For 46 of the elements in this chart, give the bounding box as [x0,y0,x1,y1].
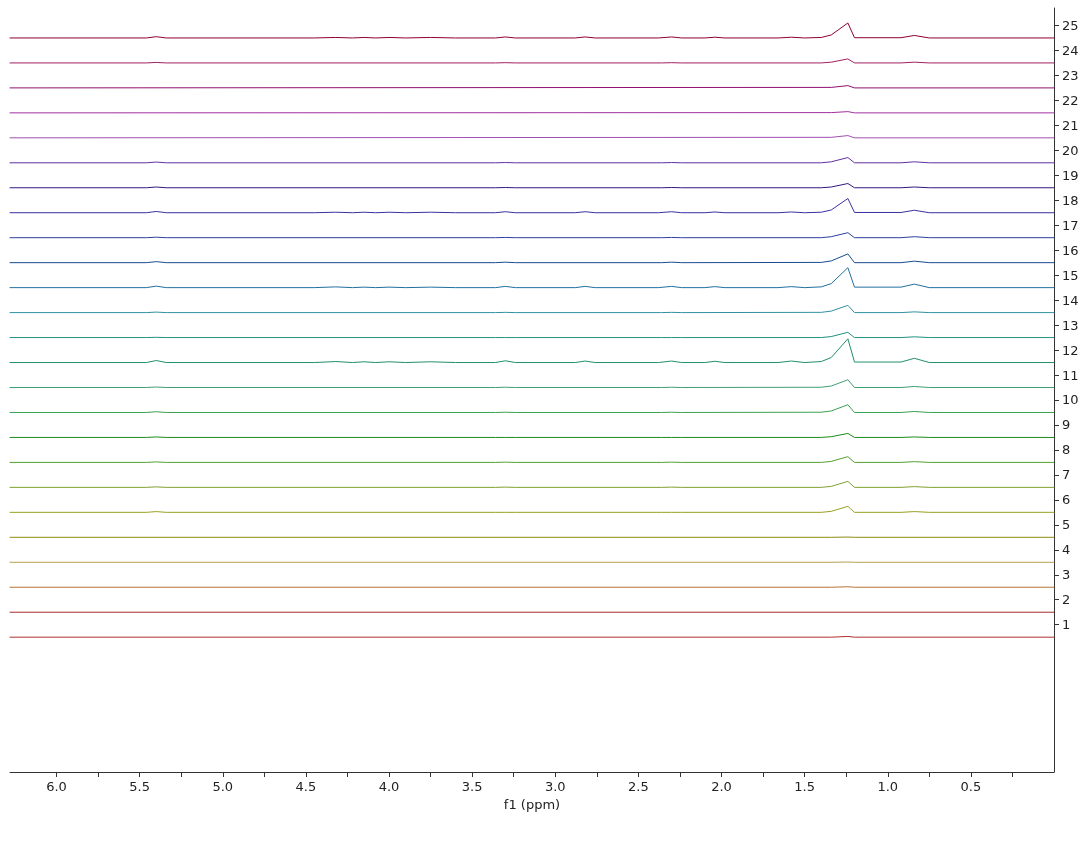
y-tick-label: 15 [1062,267,1079,283]
x-axis-title: f1 (ppm) [503,796,561,812]
line-series [9,379,1055,388]
y-tick-label: 17 [1062,217,1079,233]
y-tick-label: 14 [1062,292,1079,308]
y-tick-label: 8 [1062,442,1071,458]
y-tick-label: 20 [1062,142,1079,158]
line-series [9,253,1055,264]
y-tick-label: 4 [1062,542,1071,558]
y-tick-label: 10 [1062,392,1079,408]
y-tick-label: 25 [1062,17,1079,33]
y-tick-label: 7 [1062,467,1071,483]
y-tick-label: 1 [1062,617,1071,633]
x-tick-label: 1.0 [877,779,899,794]
y-tick-label: 9 [1062,417,1071,433]
y-tick-label: 23 [1062,67,1079,83]
y-tick-label: 13 [1062,317,1079,333]
x-tick-label: 2.5 [628,779,649,794]
y-tick-label: 2 [1062,592,1071,608]
x-tick-label: 4.0 [378,779,400,794]
y-tick-label: 5 [1062,517,1071,533]
y-tick-label: 22 [1062,92,1079,108]
x-tick-label: 5.0 [212,779,234,794]
y-tick-label: 24 [1062,42,1079,58]
y-tick-label: 16 [1062,242,1079,258]
line-series [9,198,1055,214]
x-tick-label: 5.5 [129,779,151,794]
x-tick-label: 3.5 [461,779,483,794]
line-series [9,267,1055,289]
y-tick-label: 21 [1062,117,1079,133]
y-tick-label: 19 [1062,167,1079,183]
y-tick-label: 11 [1062,367,1079,383]
line-series [9,404,1055,413]
line-series [9,22,1055,39]
x-tick-label: 2.0 [711,779,732,794]
y-tick-label: 18 [1062,192,1079,208]
line-series [9,338,1055,364]
x-tick-label: 3.0 [544,779,566,794]
x-tick-label: 0.5 [960,779,982,794]
line-series [9,304,1055,314]
x-tick-label: 4.5 [295,779,317,794]
x-tick-label: 6.0 [46,779,67,794]
y-tick-label: 6 [1062,492,1071,508]
y-tick-label: 3 [1062,567,1071,583]
y-tick-label: 12 [1062,342,1079,358]
x-tick-label: 1.5 [794,779,815,794]
